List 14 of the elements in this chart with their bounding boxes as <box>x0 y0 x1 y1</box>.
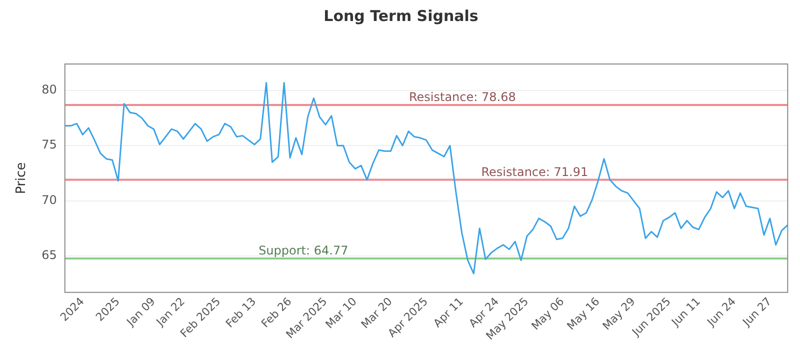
y-tick-label: 75 <box>42 138 57 152</box>
x-tick-label: Feb 13 <box>223 294 259 330</box>
x-tick-label: Jun 11 <box>668 294 703 330</box>
y-axis-title: Price <box>14 162 30 194</box>
chart-title: Long Term Signals <box>324 6 478 25</box>
ref-line-label: Resistance: 71.91 <box>481 164 588 179</box>
y-tick-label: 65 <box>42 248 57 262</box>
y-tick-label: 70 <box>42 192 57 207</box>
ref-line-label: Support: 64.77 <box>258 244 348 258</box>
x-tick-label: Jun 24 <box>704 294 738 330</box>
x-tick-label: Jun 27 <box>740 294 774 330</box>
ref-line-label: Resistance: 78.68 <box>408 90 516 104</box>
x-tick-label: Apr 11 <box>430 294 466 330</box>
y-tick-label: 80 <box>42 82 57 97</box>
